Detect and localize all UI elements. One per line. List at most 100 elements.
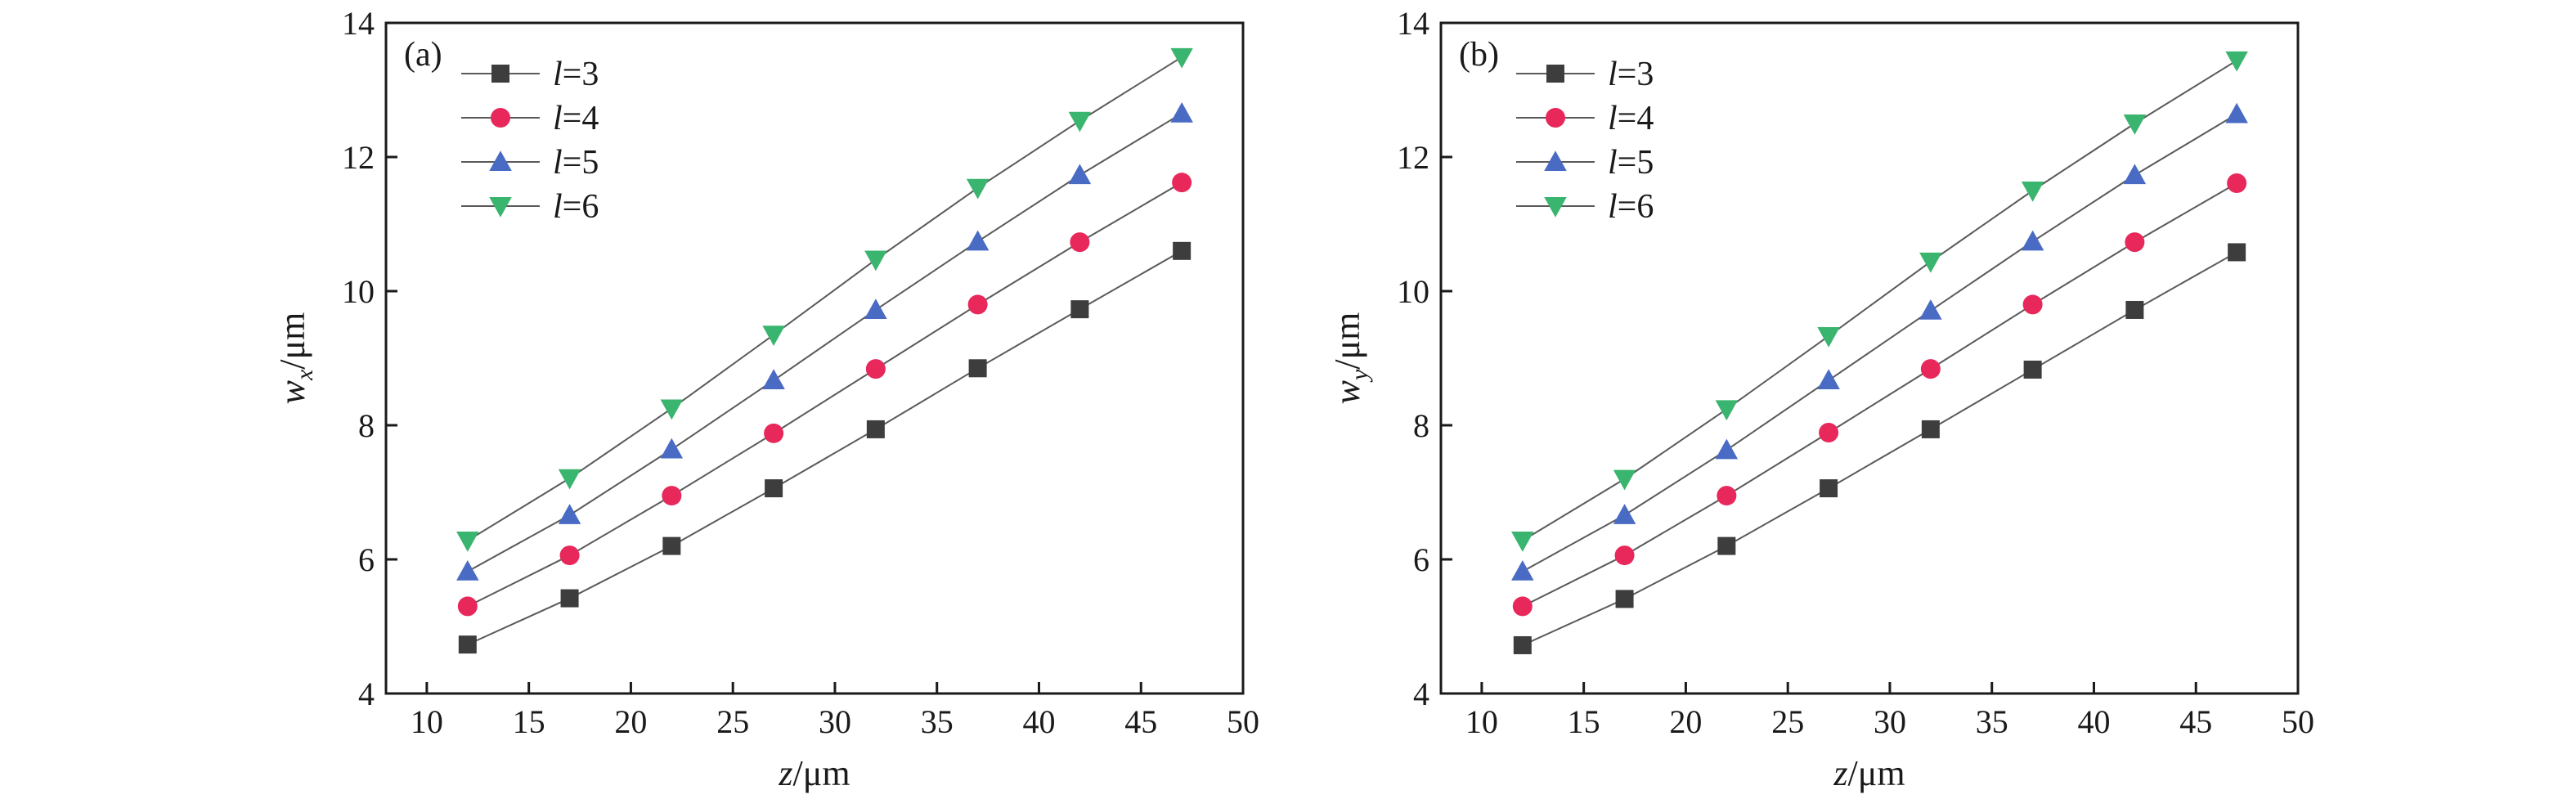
y-tick-label: 4 <box>1413 676 1429 712</box>
legend-label: l=5 <box>553 144 599 182</box>
legend-marker <box>489 150 512 171</box>
data-point <box>1819 423 1839 443</box>
plot-frame <box>384 21 1245 695</box>
legend-marker <box>1546 108 1565 128</box>
legend-value: =4 <box>563 100 599 137</box>
x-tick-label: 15 <box>513 703 545 740</box>
x-tick-label: 30 <box>819 703 851 740</box>
x-tick-label: 25 <box>716 703 749 740</box>
x-tick-label: 25 <box>1771 703 1804 740</box>
x-tick-label: 30 <box>1874 703 1906 740</box>
x-tick-label: 45 <box>1124 703 1157 740</box>
x-tick-label: 40 <box>1022 703 1055 740</box>
legend-marker <box>1544 197 1567 218</box>
y-tick-label: 12 <box>342 139 375 176</box>
data-point <box>1820 479 1838 498</box>
legend-variable: l <box>1608 144 1618 182</box>
data-point <box>560 589 579 608</box>
data-point <box>1921 420 1940 438</box>
legend-label: l=6 <box>1608 188 1654 226</box>
data-point <box>966 230 990 251</box>
legend-variable: l <box>553 56 563 93</box>
x-tick-label: 10 <box>411 703 443 740</box>
series-line <box>467 112 1183 572</box>
x-axis-unit: /μm <box>1848 753 1905 793</box>
y-tick-label: 6 <box>1413 541 1429 578</box>
y-tick-label: 10 <box>342 273 375 310</box>
data-point <box>2228 243 2246 262</box>
legend-variable: l <box>553 144 563 182</box>
legend-marker <box>489 197 512 218</box>
legend-label: l=5 <box>1608 144 1654 182</box>
y-axis-title: wx/μm <box>272 312 318 405</box>
legend-marker <box>1544 150 1567 171</box>
data-point <box>2123 164 2147 185</box>
x-tick-label: 40 <box>2077 703 2110 740</box>
data-point <box>1511 532 1534 552</box>
data-point <box>967 294 988 315</box>
y-tick-label: 12 <box>1397 139 1429 176</box>
data-point <box>2021 182 2044 202</box>
series-line <box>1522 113 2237 572</box>
y-tick-label: 8 <box>358 407 375 444</box>
data-point <box>559 545 580 566</box>
legend-marker <box>1546 65 1564 83</box>
y-tick-label: 6 <box>358 541 375 578</box>
legend-value: =5 <box>563 144 599 182</box>
data-point <box>2023 360 2042 379</box>
data-point <box>1068 164 1092 185</box>
data-point <box>1511 560 1534 581</box>
panel-label: (b) <box>1459 36 1499 74</box>
x-tick-label: 45 <box>2179 703 2212 740</box>
y-axis-unit: /μm <box>1327 312 1367 370</box>
data-point <box>458 635 477 654</box>
x-tick-label: 15 <box>1568 703 1600 740</box>
data-point <box>762 325 785 347</box>
legend: l=3l=4l=5l=6 <box>461 56 599 226</box>
data-point <box>1715 438 1739 460</box>
data-point <box>864 250 887 272</box>
y-axis-subscript: x <box>291 369 318 381</box>
series-line <box>467 182 1183 608</box>
x-axis-title: z/μm <box>778 753 850 793</box>
chart-panel-b: 10 15 20 25 30 35 40 45 50468101214z/μmwy/μm(b)l… <box>1327 5 2314 793</box>
legend-variable: l <box>1608 56 1618 93</box>
legend-marker <box>491 65 509 83</box>
legend-value: =3 <box>563 56 599 93</box>
data-point <box>558 469 581 490</box>
legend-variable: l <box>1608 100 1618 137</box>
data-point <box>660 399 684 420</box>
data-point <box>1614 545 1635 566</box>
legend: l=3l=4l=5l=6 <box>1516 56 1654 226</box>
y-tick-label: 10 <box>1397 273 1429 310</box>
legend-variable: l <box>1608 188 1618 226</box>
y-tick-label: 4 <box>358 676 375 712</box>
x-axis-variable: z <box>1833 753 1847 793</box>
data-point <box>662 486 682 506</box>
data-point <box>764 423 784 443</box>
data-point <box>966 178 990 200</box>
series-line <box>467 56 1183 541</box>
legend-label: l=6 <box>553 188 599 226</box>
y-axis-title: wy/μm <box>1327 312 1373 405</box>
legend-variable: l <box>553 100 563 137</box>
chart-panel-a: 10 15 20 25 30 35 40 45 50468101214z/μmwx/μm(a)l… <box>272 5 1259 793</box>
legend-marker <box>491 108 510 128</box>
data-point <box>662 536 681 555</box>
data-point <box>1170 101 1193 123</box>
data-point <box>765 479 783 498</box>
legend-variable: l <box>553 188 563 226</box>
series-line <box>467 249 1183 646</box>
panel-label: (a) <box>404 36 442 74</box>
data-point <box>1173 241 1192 260</box>
legend-label: l=4 <box>1608 100 1654 137</box>
y-axis-variable: w <box>272 379 312 404</box>
data-point <box>2022 294 2043 315</box>
legend-value: =3 <box>1618 56 1654 93</box>
data-point <box>1068 111 1092 132</box>
y-axis-subscript: y <box>1346 369 1373 383</box>
legend-value: =6 <box>1618 188 1654 226</box>
data-point <box>1613 469 1636 491</box>
data-point <box>1919 252 1942 273</box>
